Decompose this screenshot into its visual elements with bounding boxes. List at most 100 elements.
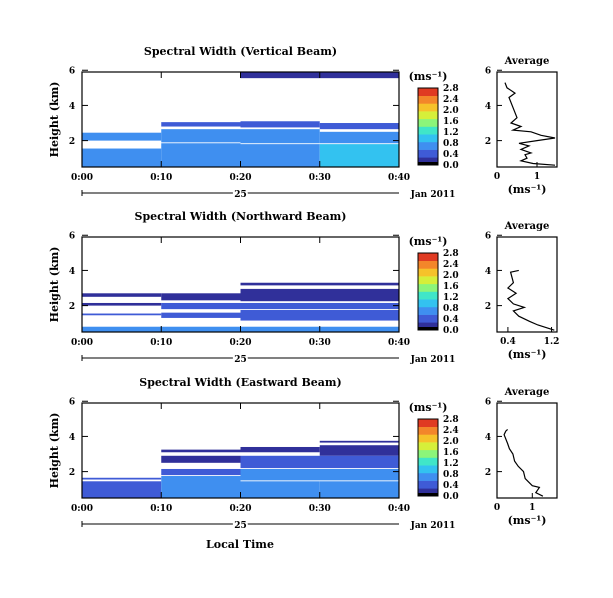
colorbar-tick-label: 2.4: [443, 260, 459, 270]
colorbar-swatch: [418, 472, 438, 481]
heatmap-cell: [82, 313, 162, 316]
date-label: Jan 2011: [410, 355, 456, 365]
average-x-tick-label: 0: [494, 172, 500, 182]
x-tick-label: 0:20: [229, 173, 251, 183]
average-x-tick-label: 1.2: [544, 337, 560, 347]
colorbar-tick-label: 0.8: [443, 139, 459, 149]
colorbar-unit-label: (ms⁻¹): [409, 70, 448, 83]
y-tick-label: 4: [69, 267, 75, 277]
time-axis-label: Local Time: [206, 538, 274, 551]
colorbar-swatch: [418, 449, 438, 458]
y-tick-label: 6: [69, 398, 75, 408]
heatmap-cell: [240, 288, 399, 302]
panel-title: Spectral Width (Vertical Beam): [144, 45, 337, 58]
y-tick-label: 6: [69, 232, 75, 242]
heatmap-cell: [319, 445, 399, 456]
heatmap-cell: [161, 455, 241, 463]
colorbar-tick-label: 2.0: [443, 271, 459, 281]
average-y-tick-label: 6: [485, 232, 491, 242]
x-tick-label: 0:00: [71, 173, 93, 183]
colorbar-tick-label: 1.2: [443, 459, 459, 469]
average-y-tick-label: 2: [485, 302, 491, 312]
x-tick-label: 0:40: [388, 504, 410, 514]
colorbar-swatch: [418, 276, 438, 285]
x-tick-label: 0:10: [150, 504, 172, 514]
x-tick-label: 0:30: [309, 504, 331, 514]
x-tick-label: 0:20: [229, 504, 251, 514]
colorbar-tick-label: 1.6: [443, 282, 459, 292]
colorbar-swatch: [418, 141, 438, 150]
average-x-label: (ms⁻¹): [508, 348, 547, 361]
colorbar-swatch: [418, 299, 438, 308]
average-y-tick-label: 4: [485, 102, 491, 112]
x-tick-label: 0:40: [388, 338, 410, 348]
colorbar-tick-label: 0.4: [443, 481, 459, 491]
heatmap-cell: [161, 312, 241, 318]
heatmap-cells: [82, 72, 399, 167]
average-x-label: (ms⁻¹): [508, 514, 547, 527]
colorbar-tick-label: 0.0: [443, 492, 459, 502]
colorbar-swatch: [418, 88, 438, 96]
heatmap-cell: [82, 293, 162, 297]
colorbar-swatch: [418, 434, 438, 443]
x-tick-label: 0:30: [309, 173, 331, 183]
colorbar-tick-label: 2.0: [443, 437, 459, 447]
average-frame: [496, 402, 558, 499]
average-y-tick-label: 6: [485, 398, 491, 408]
colorbar-unit-label: (ms⁻¹): [409, 235, 448, 248]
y-tick-label: 2: [69, 302, 75, 312]
heatmap-cell: [240, 282, 399, 286]
colorbar-swatch: [418, 306, 438, 315]
colorbar: (ms⁻¹) 0.00.40.81.21.62.02.42.8: [409, 401, 459, 502]
heatmap-cell: [240, 455, 399, 469]
y-axis-label: Height (km): [48, 82, 61, 158]
x-tick-label: 0:00: [71, 504, 93, 514]
average-profile-line: [506, 269, 555, 331]
y-tick-label: 2: [69, 468, 75, 478]
panel-title: Spectral Width (Eastward Beam): [139, 376, 341, 389]
heatmap-cell: [161, 468, 241, 476]
colorbar-swatch: [418, 291, 438, 300]
colorbar: (ms⁻¹) 0.00.40.81.21.62.02.42.8: [409, 235, 459, 336]
colorbar: (ms⁻¹) 0.00.40.81.21.62.02.42.8: [409, 70, 459, 171]
y-axis-label: Height (km): [48, 247, 61, 323]
panel-2: Spectral Width (Northward Beam) 2 4 6 0:00 0:…: [48, 210, 560, 367]
heatmap-cell: [319, 481, 399, 498]
panel-1: Spectral Width (Vertical Beam) 2 4 6 0:00 0:1…: [48, 45, 558, 202]
average-panel: Average 2 4 6 0 1(ms⁻¹): [485, 56, 558, 196]
heatmap-cell: [82, 477, 162, 480]
average-panel: Average 2 4 6 0 1(ms⁻¹): [485, 387, 558, 527]
colorbar-swatch: [418, 253, 438, 261]
colorbar-tick-label: 0.4: [443, 315, 459, 325]
colorbar-tick-label: 0.0: [443, 161, 459, 171]
heatmap-cell: [240, 144, 320, 167]
average-y-tick-label: 4: [485, 433, 491, 443]
average-title: Average: [504, 221, 550, 232]
colorbar-swatch: [418, 426, 438, 435]
colorbar-tick-label: 0.0: [443, 326, 459, 336]
heatmap-cell: [240, 446, 320, 453]
date-label: Jan 2011: [410, 190, 456, 200]
x-tick-label: 0:00: [71, 338, 93, 348]
date-label: Jan 2011: [410, 521, 456, 531]
heatmap-cell: [319, 144, 399, 167]
heatmap-cell: [240, 310, 399, 321]
panel-3: Spectral Width (Eastward Beam) 2 4 6 0:00 0:1…: [48, 376, 558, 533]
colorbar-underflow: [418, 493, 438, 496]
x-tick-label: 0:10: [150, 173, 172, 183]
colorbar-tick-label: 0.8: [443, 470, 459, 480]
heatmap-cells: [82, 282, 399, 332]
colorbar-swatch: [418, 126, 438, 135]
heatmap-cell: [161, 143, 241, 167]
colorbar-swatch: [418, 118, 438, 127]
colorbar-swatch: [418, 260, 438, 269]
colorbar-swatch: [418, 419, 438, 427]
colorbar-tick-label: 0.4: [443, 150, 459, 160]
average-x-tick-label: 1: [534, 172, 540, 182]
day-label: 25: [234, 521, 247, 531]
heatmap-cell: [82, 148, 162, 167]
average-y-tick-label: 2: [485, 468, 491, 478]
heatmap-cell: [82, 302, 162, 306]
colorbar-swatch: [418, 157, 438, 166]
colorbar-tick-label: 1.2: [443, 128, 459, 138]
